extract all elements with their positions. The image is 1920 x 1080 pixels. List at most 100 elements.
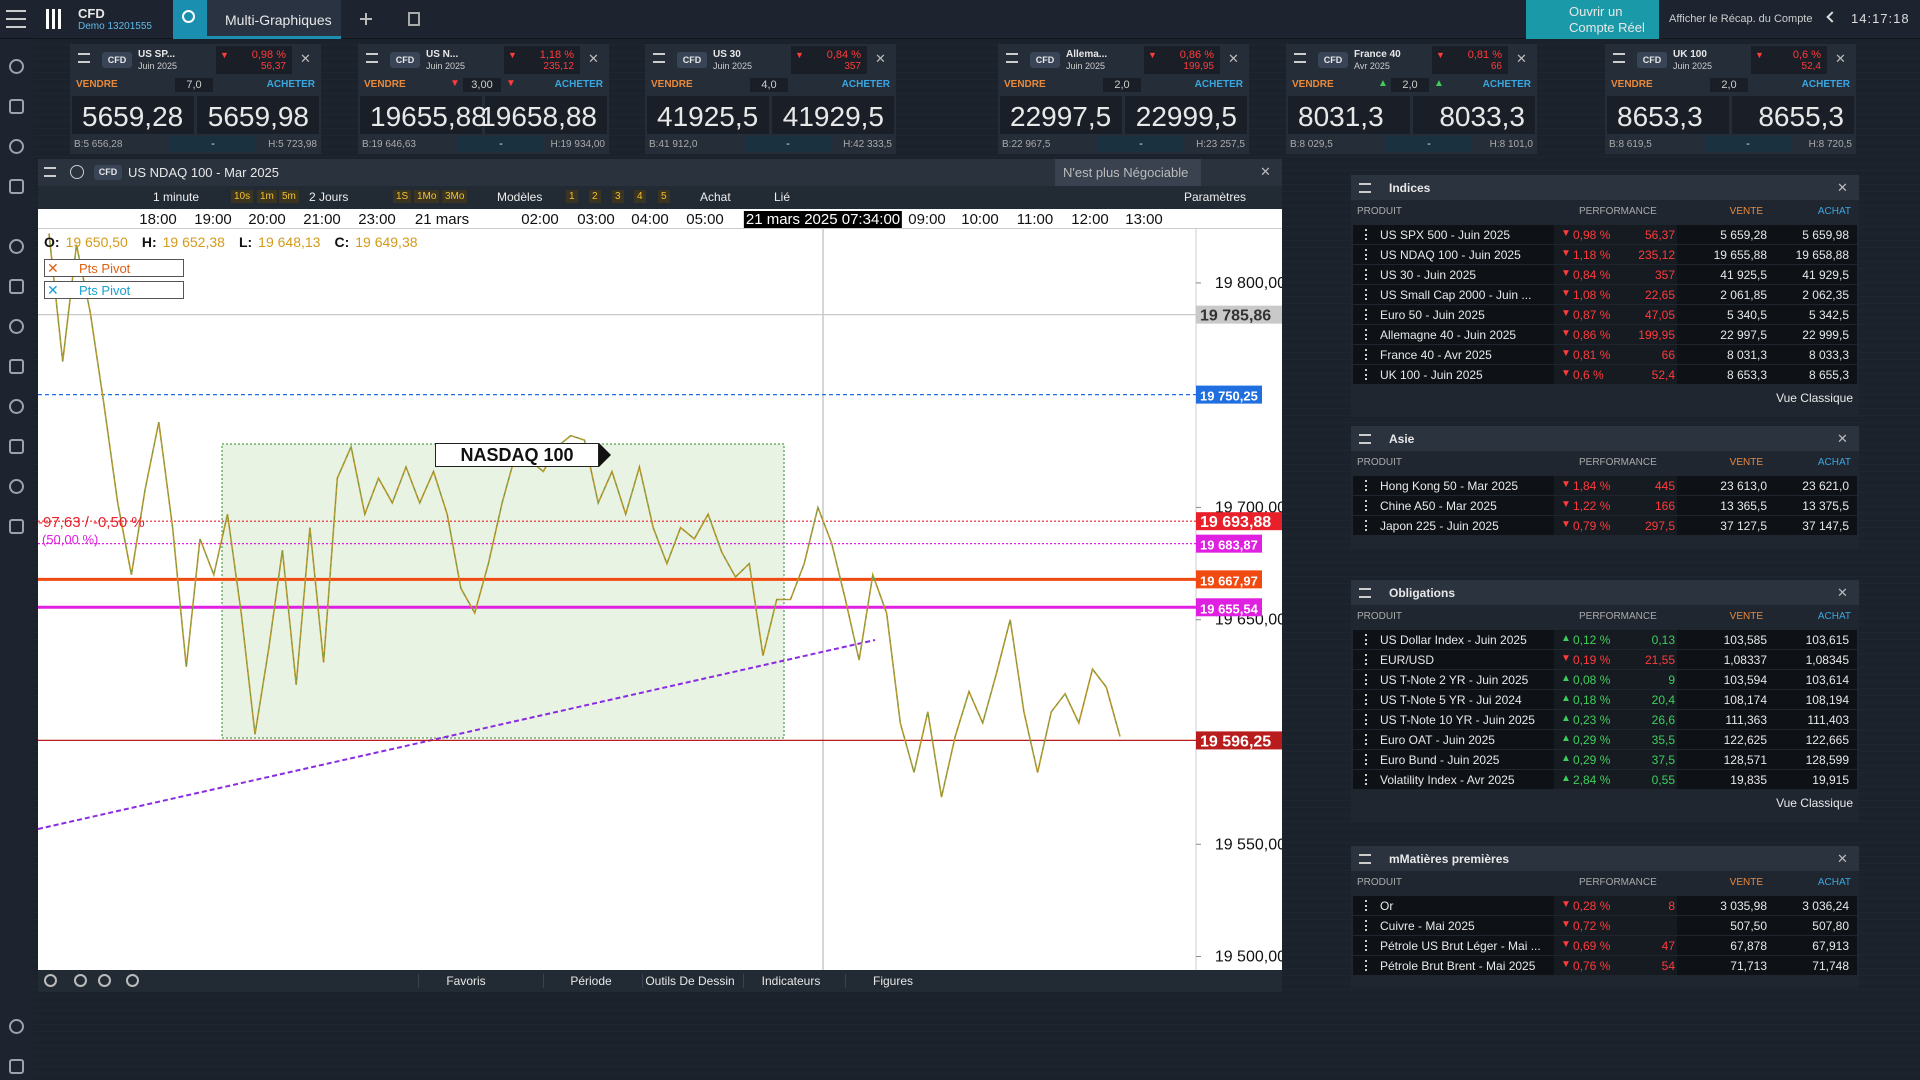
row[interactable]: US T-Note 2 YR - Juin 2025 ▲ 0,08 % 9 103,59… <box>1353 670 1857 689</box>
row[interactable]: Or ▼ 0,28 % 8 3 035,98 3 036,24 <box>1353 896 1857 915</box>
toolbar-item[interactable]: 2 <box>589 190 601 203</box>
row[interactable]: US Small Cap 2000 - Juin ... ▼ 1,08 % 22,65… <box>1353 285 1857 304</box>
quantity[interactable]: - <box>458 136 544 152</box>
open-account-button[interactable]: Ouvrir un Compte Réel <box>1526 0 1659 39</box>
sidebar-icon[interactable] <box>9 139 24 154</box>
toolbar-item[interactable]: 3Mo <box>442 190 468 203</box>
chart-menu[interactable] <box>44 167 56 177</box>
panel-title[interactable]: Asie <box>1389 432 1415 446</box>
tile-menu[interactable] <box>366 53 378 63</box>
tile-menu[interactable] <box>78 53 90 63</box>
toolbar-item[interactable]: 1S <box>393 190 412 203</box>
tool-icon[interactable] <box>44 974 57 987</box>
row[interactable]: Pétrole US Brut Léger - Mai ... ▼ 0,69 % 47… <box>1353 936 1857 955</box>
toolbar-item[interactable]: 5m <box>279 190 299 203</box>
view-toggle[interactable]: Vue Classique <box>1776 796 1853 810</box>
row[interactable]: UK 100 - Juin 2025 ▼ 0,6 % 52,4 8 653,3 8 655… <box>1353 365 1857 384</box>
row[interactable]: Allemagne 40 - Juin 2025 ▼ 0,86 % 199,95 22 … <box>1353 325 1857 344</box>
sidebar-icon[interactable] <box>9 239 24 254</box>
row[interactable]: Volatility Index - Avr 2025 ▲ 2,84 % 0,55 19… <box>1353 770 1857 789</box>
sidebar-icon[interactable] <box>9 479 24 494</box>
buy-button[interactable]: 8655,3 <box>1732 96 1854 134</box>
quantity[interactable]: - <box>1098 136 1184 152</box>
sidebar-icon[interactable] <box>9 1019 24 1034</box>
toolbar-item[interactable]: Modèles <box>497 190 543 204</box>
close-tile[interactable]: ✕ <box>1835 51 1846 66</box>
close-tile[interactable]: ✕ <box>300 51 311 66</box>
sell-button[interactable]: 8653,3 <box>1607 96 1729 134</box>
layout-icon[interactable] <box>408 12 420 26</box>
sell-button[interactable]: 41925,5 <box>647 96 769 134</box>
row[interactable]: Hong Kong 50 - Mar 2025 ▼ 1,84 % 445 23 613,… <box>1353 476 1857 495</box>
bottom-tool[interactable]: Indicateurs <box>743 974 838 988</box>
view-toggle[interactable]: Vue Classique <box>1776 391 1853 405</box>
bottom-tool[interactable]: Outils De Dessin <box>642 974 737 988</box>
toolbar-item[interactable]: 1Mo <box>414 190 440 203</box>
panel-close[interactable]: ✕ <box>1837 180 1848 195</box>
quantity[interactable]: - <box>1705 136 1791 152</box>
toolbar-item[interactable]: 1 minute <box>153 190 200 204</box>
panel-menu[interactable] <box>1359 854 1371 864</box>
toolbar-item[interactable]: 10s <box>231 190 254 203</box>
row[interactable]: Japon 225 - Juin 2025 ▼ 0,79 % 297,5 37 127,… <box>1353 516 1857 535</box>
row[interactable]: US Dollar Index - Juin 2025 ▲ 0,12 % 0,13 10… <box>1353 630 1857 649</box>
buy-button[interactable]: 19658,88 <box>480 96 607 134</box>
sidebar-icon[interactable] <box>9 59 24 74</box>
toolbar-item[interactable]: 1 <box>566 190 578 203</box>
toolbar-item[interactable]: Achat <box>700 190 731 204</box>
sidebar-icon[interactable] <box>9 399 24 414</box>
sell-button[interactable]: 5659,28 <box>72 96 194 134</box>
row[interactable]: US NDAQ 100 - Juin 2025 ▼ 1,18 % 235,12 19 6… <box>1353 245 1857 264</box>
tile-menu[interactable] <box>1613 53 1625 63</box>
sidebar-icon[interactable] <box>9 439 24 454</box>
pivot-toggle[interactable]: ✕ Pts Pivot <box>44 259 184 277</box>
sell-button[interactable]: 22997,5 <box>1000 96 1122 134</box>
panel-close[interactable]: ✕ <box>1837 851 1848 866</box>
toolbar-item[interactable]: 5 <box>658 190 670 203</box>
menu-button[interactable] <box>6 10 26 28</box>
close-tile[interactable]: ✕ <box>1228 51 1239 66</box>
sell-button[interactable]: 19655,88 <box>360 96 487 134</box>
row[interactable]: US SPX 500 - Juin 2025 ▼ 0,98 % 56,37 5 659,… <box>1353 225 1857 244</box>
buy-button[interactable]: 8033,3 <box>1413 96 1535 134</box>
sidebar-icon[interactable] <box>9 1059 24 1074</box>
row[interactable]: Pétrole Brut Brent - Mai 2025 ▼ 0,76 % 54 71… <box>1353 956 1857 975</box>
panel-close[interactable]: ✕ <box>1837 431 1848 446</box>
panel-close[interactable]: ✕ <box>1837 585 1848 600</box>
quantity[interactable]: - <box>1386 136 1472 152</box>
row[interactable]: Euro Bund - Juin 2025 ▲ 0,29 % 37,5 128,571 1… <box>1353 750 1857 769</box>
row[interactable]: US T-Note 10 YR - Juin 2025 ▲ 0,23 % 26,6 11… <box>1353 710 1857 729</box>
toolbar-item[interactable]: 1m <box>257 190 277 203</box>
toolbar-item[interactable]: Lié <box>774 190 791 204</box>
tool-icon[interactable] <box>74 974 87 987</box>
row[interactable]: US T-Note 5 YR - Jui 2024 ▲ 0,18 % 20,4 108,… <box>1353 690 1857 709</box>
tab[interactable]: Multi-Graphiques <box>207 0 341 39</box>
buy-button[interactable]: 5659,98 <box>197 96 319 134</box>
bottom-tool[interactable]: Favoris <box>418 974 513 988</box>
panel-title[interactable]: Indices <box>1389 181 1431 195</box>
sidebar-icon[interactable] <box>9 99 24 114</box>
buy-button[interactable]: 22999,5 <box>1125 96 1247 134</box>
sidebar-icon[interactable] <box>9 179 24 194</box>
close-chart[interactable]: ✕ <box>1260 164 1271 179</box>
toolbar-item[interactable]: Paramètres <box>1183 190 1246 204</box>
row[interactable]: Cuivre - Mai 2025 ▼ 0,72 % 507,50 507,80 <box>1353 916 1857 935</box>
sidebar-icon[interactable] <box>9 359 24 374</box>
row[interactable]: Chine A50 - Mar 2025 ▼ 1,22 % 166 13 365,5 13… <box>1353 496 1857 515</box>
close-tile[interactable]: ✕ <box>1516 51 1527 66</box>
bottom-tool[interactable]: Figures <box>845 974 940 988</box>
panel-menu[interactable] <box>1359 588 1371 598</box>
row[interactable]: Euro OAT - Juin 2025 ▲ 0,29 % 35,5 122,625 12… <box>1353 730 1857 749</box>
pivot-toggle[interactable]: ✕ Pts Pivot <box>44 281 184 299</box>
sidebar-icon[interactable] <box>9 319 24 334</box>
row[interactable]: US 30 - Juin 2025 ▼ 0,84 % 357 41 925,5 41 92… <box>1353 265 1857 284</box>
quantity[interactable]: - <box>745 136 831 152</box>
tile-menu[interactable] <box>653 53 665 63</box>
tool-icon[interactable] <box>126 974 139 987</box>
toolbar-item[interactable]: 2 Jours <box>309 190 349 204</box>
account-summary[interactable]: Afficher le Récap. du Compte <box>1669 13 1813 25</box>
row[interactable]: France 40 - Avr 2025 ▼ 0,81 % 66 8 031,3 8 03… <box>1353 345 1857 364</box>
tool-icon[interactable] <box>98 974 111 987</box>
quantity[interactable]: - <box>170 136 256 152</box>
close-tile[interactable]: ✕ <box>875 51 886 66</box>
